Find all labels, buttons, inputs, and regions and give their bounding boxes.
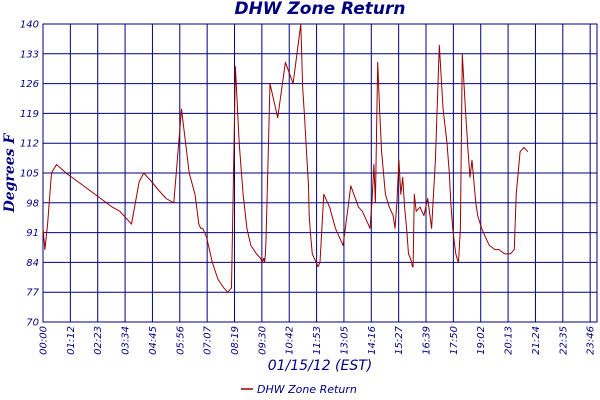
legend: DHW Zone Return [241, 383, 357, 396]
plot-frame [42, 23, 598, 323]
y-tick-label: 126 [20, 79, 39, 90]
x-tick-label: 05:56 [175, 326, 186, 355]
x-tick-label: 02:23 [93, 326, 104, 355]
x-tick-label: 16:39 [422, 326, 433, 355]
x-tick-label: 14:16 [367, 326, 378, 355]
x-tick-label: 17:50 [449, 326, 460, 355]
y-tick-label: 140 [20, 20, 39, 31]
x-tick-label: 03:34 [121, 326, 132, 355]
series-line-0 [42, 23, 529, 293]
x-tick-label: 01:12 [66, 326, 77, 355]
x-tick-label: 10:42 [285, 326, 296, 355]
y-tick-label: 84 [26, 258, 39, 269]
x-tick-label: 13:05 [339, 326, 350, 355]
y-tick-label: 105 [20, 169, 39, 180]
y-axis: 70 77 84 91 98 105 112 119 126 133 140 [20, 20, 40, 329]
x-tick-label: 19:02 [476, 326, 487, 355]
y-tick-label: 112 [20, 139, 39, 150]
y-tick-label: 98 [26, 198, 39, 209]
x-tick-label: 23:46 [586, 326, 597, 355]
y-tick-label: 70 [26, 318, 39, 329]
y-tick-label: 133 [20, 49, 39, 60]
x-tick-label: 15:27 [394, 325, 405, 354]
x-axis-label: 01/15/12 (EST) [268, 358, 373, 374]
x-tick-label: 04:45 [148, 326, 159, 355]
x-axis: 00:00 01:12 02:23 03:34 04:45 05:56 07:07 08:19… [39, 325, 597, 354]
y-tick-label: 119 [20, 109, 39, 120]
x-tick-label: 11:53 [312, 326, 323, 355]
x-tick-label: 09:30 [257, 326, 268, 355]
y-tick-label: 91 [26, 228, 39, 239]
x-tick-label: 21:24 [531, 326, 542, 355]
chart-title: DHW Zone Return [234, 0, 405, 19]
series-lines [42, 23, 529, 293]
x-tick-label: 22:35 [558, 326, 569, 355]
gridlines [43, 23, 597, 323]
x-tick-label: 07:07 [203, 325, 214, 354]
x-tick-label: 08:19 [230, 326, 241, 355]
x-tick-label: 00:00 [39, 326, 50, 355]
x-tick-label: 20:13 [504, 326, 515, 355]
y-axis-label: Degrees F [2, 133, 18, 214]
y-tick-label: 77 [26, 288, 39, 299]
legend-label: DHW Zone Return [257, 383, 357, 396]
